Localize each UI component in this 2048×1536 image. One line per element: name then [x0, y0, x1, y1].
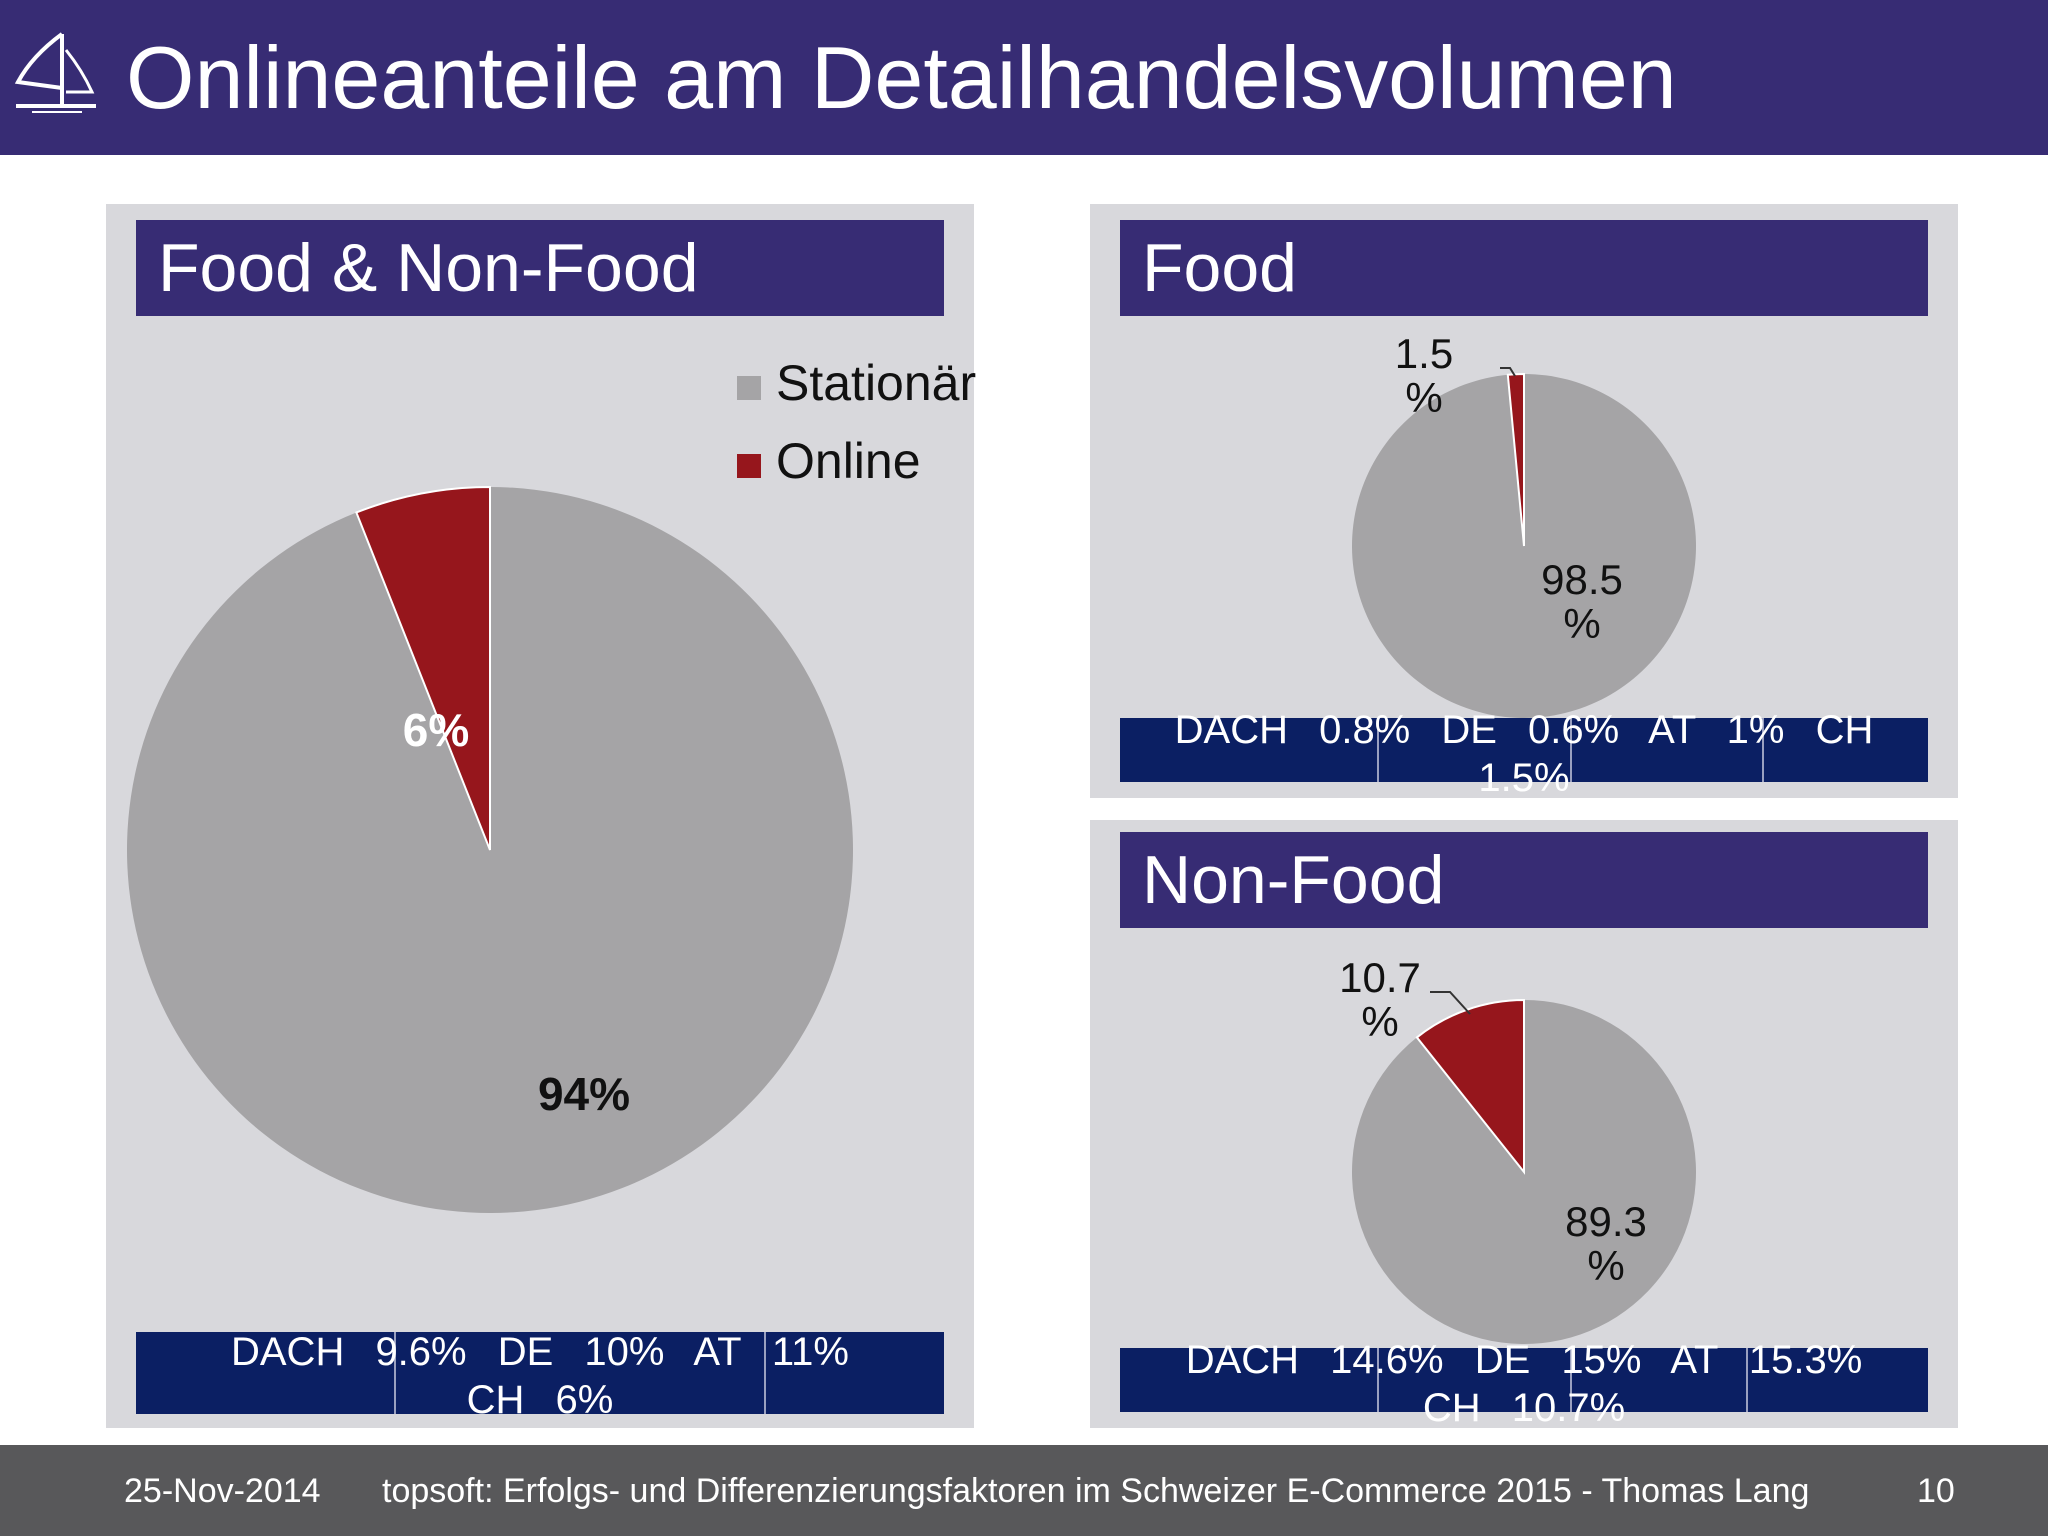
slide-title: Onlineanteile am Detailhandelsvolumen: [126, 28, 1677, 127]
panel-food-nonfood: Food & Non-Food 94% 6% Stationär Online DAC…: [106, 204, 976, 1428]
data-label-stationaer: 89.3%: [1565, 1198, 1647, 1289]
sailboat-icon: [14, 32, 96, 113]
legend-swatch-online: [737, 454, 761, 478]
data-label-stationaer: 94%: [538, 1068, 630, 1120]
panel-title-food: Food: [1120, 220, 1928, 316]
pie-chart-nonfood: 89.3 % 10.7%: [1339, 954, 1696, 1344]
panel-food: Food 98.5% 1.5% DACH 0.8% DE 0.6% AT 1% C…: [1090, 204, 1958, 800]
stats-text-food: DACH 0.8% DE 0.6% AT 1% CH 1.5%: [1174, 708, 1874, 800]
stats-bar-nonfood: DACH 14.6% DE 15% AT 15.3% CH 10.7%: [1120, 1338, 1928, 1430]
data-label-stationaer: 98.5%: [1541, 556, 1623, 647]
pie-chart-food-nonfood: 94% 6% Stationär Online: [127, 355, 976, 1213]
data-label-online: 10.7%: [1339, 954, 1421, 1045]
data-label-online: 6%: [403, 704, 469, 756]
footer-text: topsoft: Erfolgs- und Differenzierungsfa…: [382, 1472, 1810, 1510]
stats-bar-food-nonfood: DACH 9.6% DE 10% AT 11% CH 6%: [136, 1330, 944, 1422]
leader-line: [1430, 991, 1471, 1015]
page-number: 10: [1917, 1472, 1955, 1510]
slide-header: Onlineanteile am Detailhandelsvolumen: [0, 0, 2048, 155]
data-label-online: 1.5%: [1395, 330, 1453, 421]
leader-line: [1500, 367, 1516, 377]
stats-bar-food: DACH 0.8% DE 0.6% AT 1% CH 1.5%: [1120, 708, 1928, 800]
legend-swatch-stationaer: [737, 376, 761, 400]
panel-title-nonfood: Non-Food: [1120, 832, 1928, 928]
panel-title-food-nonfood: Food & Non-Food: [136, 220, 944, 316]
legend-label-online: Online: [776, 433, 921, 489]
stats-text-nonfood: DACH 14.6% DE 15% AT 15.3% CH 10.7%: [1185, 1338, 1863, 1430]
slide-footer: 25-Nov-2014 topsoft: Erfolgs- und Differ…: [0, 1445, 2048, 1536]
legend-label-stationaer: Stationär: [776, 355, 976, 411]
pie-chart-food: 98.5 % 1.5%: [1351, 330, 1696, 718]
pie-slice-online: [355, 485, 491, 851]
panel-nonfood: Non-Food 89.3% 10.7% DACH 14.6% DE 15% AT…: [1090, 820, 1958, 1430]
pie-slice-online: [1506, 372, 1525, 547]
footer-date: 25-Nov-2014: [124, 1472, 321, 1510]
stats-text-food-nonfood: DACH 9.6% DE 10% AT 11% CH 6%: [230, 1330, 849, 1422]
